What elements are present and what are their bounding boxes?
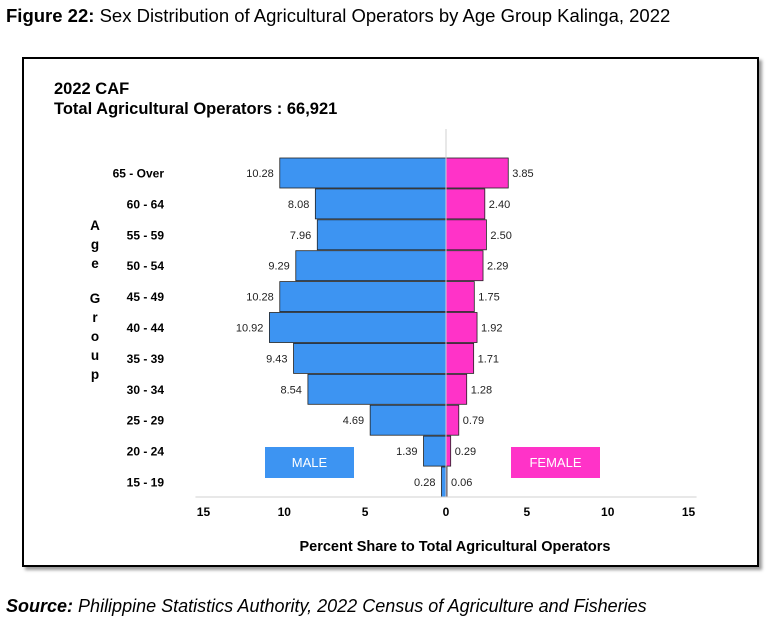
source-text: Philippine Statistics Authority, 2022 Ce… [78,596,647,616]
pyramid-chart: 2022 CAF Total Agricultural Operators : … [54,80,697,555]
x-axis-label: Percent Share to Total Agricultural Oper… [299,539,610,555]
x-tick-label: 10 [278,505,292,519]
chart-title: 2022 CAF [54,80,129,98]
female-bar [445,435,452,467]
male-value-label: 9.43 [266,353,287,365]
female-value-label: 1.71 [478,353,499,365]
legend-male-label: MALE [292,455,328,470]
category-label: 35 - 39 [127,352,165,366]
category-label: 30 - 34 [127,383,165,397]
x-tick-label: 0 [443,505,450,519]
legend: MALE FEMALE [265,447,600,478]
source-label: Source: [6,596,74,616]
x-tick-label: 5 [524,505,531,519]
female-value-label: 0.06 [451,477,472,489]
legend-female-box [511,447,600,478]
male-value-label: 4.69 [343,415,364,427]
figure-title: Figure 22: Sex Distribution of Agricultu… [6,5,670,27]
x-tick-label: 15 [682,505,696,519]
female-value-label: 2.29 [487,261,508,273]
male-bar [295,250,447,282]
category-label: 25 - 29 [127,414,165,428]
male-bar [316,219,447,251]
male-value-label: 8.08 [288,199,309,211]
category-label: 15 - 19 [127,476,165,490]
female-bar [445,281,475,313]
figure-label: Figure 22: [6,5,95,26]
category-label: 65 - Over [113,167,165,181]
male-value-label: 10.92 [236,323,264,335]
male-bar [307,373,447,405]
female-bar [445,404,460,436]
female-bar [445,312,478,343]
category-label: 60 - 64 [127,197,165,211]
legend-female-label: FEMALE [529,455,581,470]
female-bar [445,219,487,251]
male-bar [314,188,447,220]
female-bar [445,157,509,189]
female-value-label: 0.79 [463,415,484,427]
male-bar [293,342,447,374]
category-label: 50 - 54 [127,259,165,273]
female-bar [445,250,484,282]
male-value-label: 1.39 [396,446,417,458]
female-bar [445,373,468,405]
female-value-label: 2.40 [489,199,510,211]
figure-title-text: Sex Distribution of Agricultural Operato… [99,5,671,26]
male-bar [279,157,447,189]
source-note: Source: Philippine Statistics Authority,… [6,596,647,617]
x-tick-label: 15 [197,505,211,519]
category-label: 45 - 49 [127,290,165,304]
female-value-label: 1.75 [478,292,499,304]
bars-layer [269,157,509,498]
female-bar [445,342,475,374]
female-value-label: 3.85 [512,168,533,180]
male-value-label: 8.54 [280,384,301,396]
male-bar [423,435,447,467]
category-label: 40 - 44 [127,321,165,335]
male-bar [279,281,447,313]
x-tick-label: 5 [362,505,369,519]
chart-frame: 2022 CAF Total Agricultural Operators : … [22,57,759,567]
female-value-label: 2.50 [490,230,511,242]
category-label: 55 - 59 [127,228,165,242]
male-bar [369,404,447,436]
female-value-label: 1.28 [471,384,492,396]
female-value-label: 0.29 [455,446,476,458]
male-bar [441,466,447,498]
category-label: 20 - 24 [127,445,165,459]
male-value-label: 9.29 [268,261,289,273]
male-bar [269,312,447,343]
female-value-label: 1.92 [481,323,502,335]
labels-layer: 65 - Over 10.28 3.85 60 - 64 8.08 2.40 55 - 59… [113,167,534,490]
legend-male-box [265,447,354,478]
male-value-label: 10.28 [246,292,274,304]
male-value-label: 7.96 [290,230,311,242]
male-value-label: 10.28 [246,168,274,180]
x-axis: 15 10 5 0 5 10 15 [195,129,697,519]
x-tick-label: 10 [601,505,615,519]
female-bar [445,188,486,220]
chart-subtitle: Total Agricultural Operators : 66,921 [54,100,337,118]
male-value-label: 0.28 [414,477,435,489]
